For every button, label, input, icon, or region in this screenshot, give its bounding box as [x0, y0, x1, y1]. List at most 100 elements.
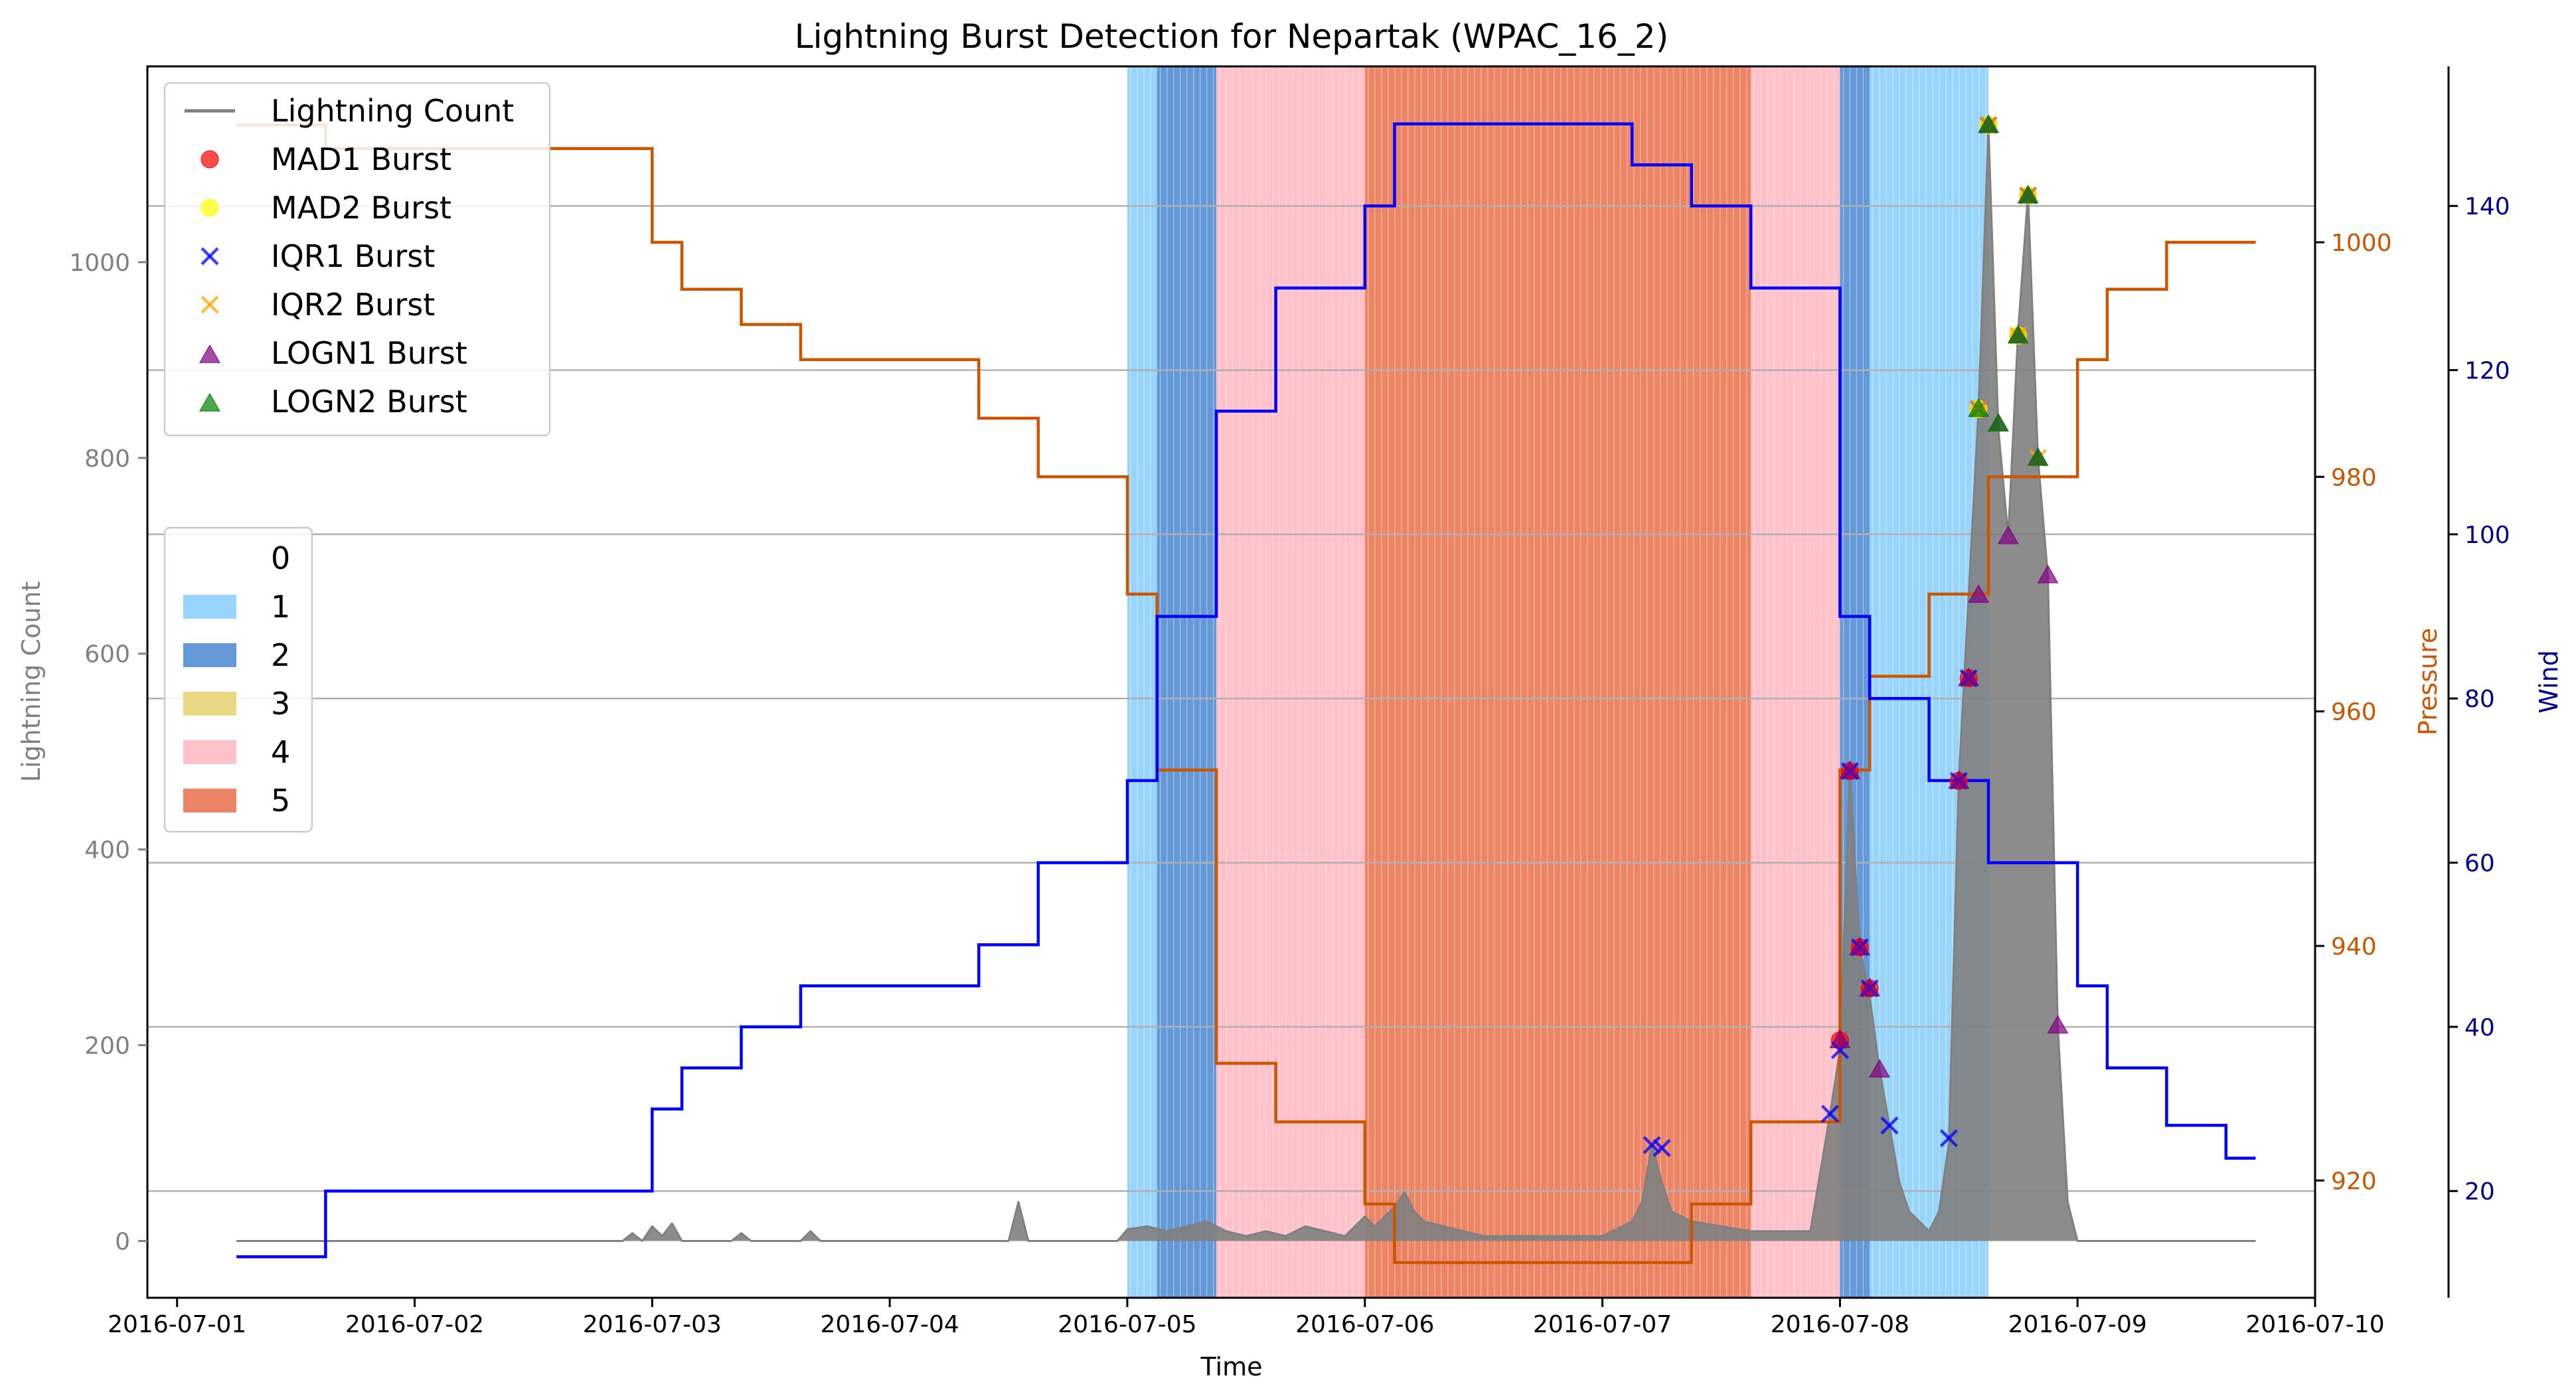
logn2-burst-marker: [1968, 398, 1989, 417]
logn1-burst-marker: [1839, 760, 1861, 779]
legend-circle-swatch: [201, 198, 219, 217]
left-tick-label: 1000: [69, 250, 130, 277]
burst-markers: [1643, 114, 2069, 1157]
category-span-4: [1216, 66, 1365, 1298]
x-axis-label: Time: [1200, 1352, 1263, 1381]
x-tick-label: 2016-07-07: [1533, 1311, 1672, 1338]
logn1-burst-marker: [1869, 1059, 1890, 1078]
legend-entry-iqr1: IQR1 Burst: [201, 238, 435, 274]
plot-frame: [146, 65, 2316, 1299]
category-span-2: [1157, 66, 1217, 1298]
logn1-burst-marker: [2047, 1015, 2069, 1034]
iqr1-burst-marker: [1820, 1105, 1840, 1123]
span-fill: [1751, 66, 1840, 1298]
legend-label: MAD2 Burst: [271, 190, 451, 226]
x-tick-label: 2016-07-04: [821, 1311, 959, 1338]
legend-circle-swatch: [201, 150, 219, 169]
span-fill: [1157, 66, 1217, 1298]
pressure-axis-label: Pressure: [2413, 628, 2443, 736]
x-axis: 2016-07-01 2016-07-02 2016-07-03 2016-07-04…: [108, 1298, 2385, 1338]
category-legend-label: 1: [271, 589, 290, 625]
legend-label: Lightning Count: [271, 93, 514, 129]
left-tick-label: 800: [84, 445, 130, 473]
legend-label: IQR2 Burst: [271, 287, 435, 323]
pressure-tick-label: 920: [2331, 1168, 2377, 1195]
wind-tick-label: 20: [2464, 1178, 2495, 1205]
left-tick-label: 400: [84, 837, 130, 864]
category-span-4: [1751, 66, 1840, 1298]
logn1-burst-marker: [1829, 1030, 1851, 1048]
category-legend-entry: 4: [183, 734, 290, 770]
logn2-burst-marker: [2027, 447, 2049, 466]
pressure-axis: 920 940 960 980 1000: [2315, 230, 2392, 1195]
x-tick-label: 2016-07-05: [1058, 1311, 1196, 1338]
legend-categories: 0 1 2 3 4 5: [163, 526, 313, 833]
iqr1-burst-marker: [1880, 1116, 1899, 1135]
wind-line: [236, 122, 2256, 1259]
category-legend-label: 3: [271, 686, 290, 722]
category-span-5: [1364, 66, 1751, 1298]
legend-entry-logn2: LOGN2 Burst: [199, 384, 467, 420]
legend-label: IQR1 Burst: [271, 238, 435, 274]
x-tick-label: 2016-07-02: [345, 1311, 484, 1338]
category-swatch: [183, 740, 236, 764]
logn1-burst-marker: [1849, 937, 1871, 955]
category-legend-entry: 1: [183, 589, 290, 625]
left-axis: 0 200 400 600 800 1000: [69, 250, 147, 1255]
legend-label: MAD1 Burst: [271, 141, 451, 177]
x-tick-label: 2016-07-03: [583, 1311, 722, 1338]
x-tick-label: 2016-07-08: [1771, 1311, 1909, 1338]
wind-tick-label: 60: [2464, 850, 2495, 878]
category-swatch: [183, 789, 236, 813]
pressure-tick-label: 940: [2331, 933, 2377, 961]
legend-entry-logn1: LOGN1 Burst: [199, 335, 467, 371]
x-tick-label: 2016-07-09: [2008, 1311, 2147, 1338]
logn1-burst-marker: [1948, 770, 1970, 789]
category-legend-entry: 5: [183, 783, 290, 818]
span-fill: [1127, 66, 1157, 1298]
wind-tick-label: 100: [2464, 522, 2510, 549]
category-swatch: [183, 595, 236, 619]
x-stroke: [201, 295, 219, 314]
category-legend-entry: 2: [183, 637, 290, 673]
category-swatch: [183, 692, 236, 716]
chart-title: Lightning Burst Detection for Nepartak (…: [795, 17, 1668, 56]
category-swatch: [183, 643, 236, 667]
pressure-tick-label: 960: [2331, 699, 2377, 726]
logn1-burst-marker: [1968, 584, 1989, 603]
left-axis-label: Lightning Count: [17, 582, 46, 783]
category-legend-entry: 0: [271, 540, 290, 576]
logn2-burst-marker: [1978, 114, 1999, 133]
logn1-burst-marker: [1859, 978, 1880, 996]
x-stroke: [1939, 1129, 1958, 1148]
wind-tick-label: 140: [2464, 193, 2510, 220]
legend-x-swatch: [201, 295, 219, 314]
logn2-burst-marker: [2017, 185, 2039, 204]
pressure-line: [236, 123, 2256, 1265]
wind-axis: 20 40 60 80 100 120 140: [2447, 66, 2510, 1298]
legend-x-swatch: [201, 247, 219, 266]
x-stroke: [1880, 1116, 1899, 1135]
iqr1-burst-marker: [1939, 1129, 1958, 1148]
left-tick-label: 200: [84, 1033, 130, 1060]
legend-entry-mad2: MAD2 Burst: [201, 190, 451, 226]
pressure-tick-label: 1000: [2331, 230, 2392, 257]
legend-entry-mad1: MAD1 Burst: [201, 141, 451, 177]
wind-tick-label: 120: [2464, 358, 2510, 385]
logn1-burst-marker: [2037, 564, 2059, 583]
logn1-burst-marker: [1958, 667, 1980, 686]
category-span-1: [1127, 66, 1157, 1298]
legend-series: Lightning Count MAD1 Burst MAD2 Burst IQR1 …: [163, 82, 551, 437]
iqr1-burst-marker: [1652, 1138, 1671, 1157]
iqr1-burst-marker: [1643, 1136, 1661, 1154]
legend-box: [163, 82, 551, 437]
x-stroke: [1652, 1138, 1671, 1157]
legend-triangle-swatch: [199, 392, 220, 412]
pressure-tick-label: 980: [2331, 464, 2377, 491]
x-stroke: [1643, 1136, 1661, 1154]
category-legend-label: 5: [271, 783, 290, 818]
logn1-burst-marker: [1997, 525, 2019, 544]
category-legend-label: 2: [271, 637, 290, 673]
x-tick-label: 2016-07-10: [2245, 1311, 2384, 1338]
